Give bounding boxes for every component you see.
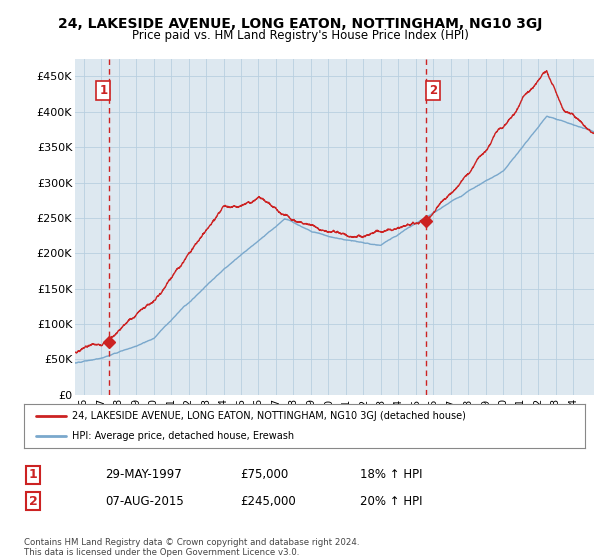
Text: 20% ↑ HPI: 20% ↑ HPI (360, 494, 422, 508)
Text: 2: 2 (29, 494, 37, 508)
Text: 18% ↑ HPI: 18% ↑ HPI (360, 468, 422, 482)
Text: 1: 1 (99, 84, 107, 97)
Text: HPI: Average price, detached house, Erewash: HPI: Average price, detached house, Erew… (71, 431, 294, 441)
Text: Contains HM Land Registry data © Crown copyright and database right 2024.
This d: Contains HM Land Registry data © Crown c… (24, 538, 359, 557)
Text: 29-MAY-1997: 29-MAY-1997 (105, 468, 182, 482)
Text: Price paid vs. HM Land Registry's House Price Index (HPI): Price paid vs. HM Land Registry's House … (131, 29, 469, 42)
Text: 24, LAKESIDE AVENUE, LONG EATON, NOTTINGHAM, NG10 3GJ (detached house): 24, LAKESIDE AVENUE, LONG EATON, NOTTING… (71, 411, 466, 421)
Text: 24, LAKESIDE AVENUE, LONG EATON, NOTTINGHAM, NG10 3GJ: 24, LAKESIDE AVENUE, LONG EATON, NOTTING… (58, 17, 542, 31)
Text: £245,000: £245,000 (240, 494, 296, 508)
Text: 2: 2 (429, 84, 437, 97)
Text: £75,000: £75,000 (240, 468, 288, 482)
Text: 1: 1 (29, 468, 37, 482)
Text: 07-AUG-2015: 07-AUG-2015 (105, 494, 184, 508)
